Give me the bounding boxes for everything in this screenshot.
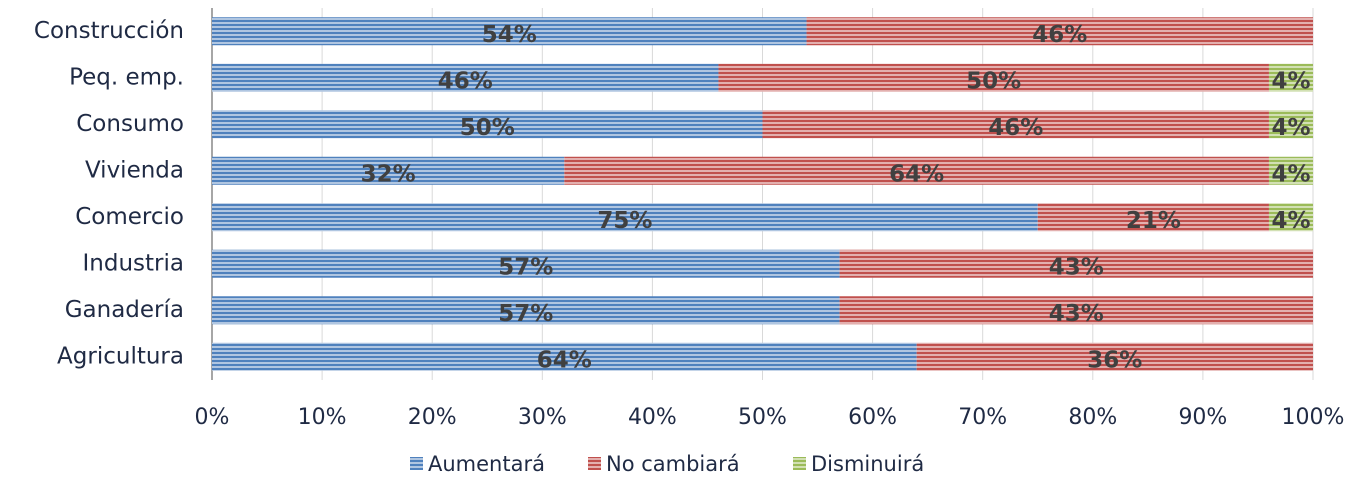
bar-segment xyxy=(564,156,1269,185)
x-tick-label: 70% xyxy=(958,405,1007,430)
category-label: Industria xyxy=(83,250,184,276)
data-label: 64% xyxy=(537,347,592,373)
bar-segment xyxy=(212,342,917,371)
legend-swatch xyxy=(410,457,423,470)
data-label: 32% xyxy=(361,161,416,187)
x-tick-label: 90% xyxy=(1178,405,1227,430)
data-label: 4% xyxy=(1271,161,1310,187)
data-label: 57% xyxy=(498,301,553,327)
bar-segment xyxy=(1037,203,1269,232)
data-label: 36% xyxy=(1087,347,1142,373)
legend-label: Disminuirá xyxy=(811,452,924,476)
data-label: 21% xyxy=(1126,208,1181,234)
bar-segment xyxy=(212,156,565,185)
x-tick-label: 20% xyxy=(408,405,457,430)
bar-segment xyxy=(212,17,807,46)
data-label: 46% xyxy=(438,68,493,94)
category-label: Construcción xyxy=(34,18,184,44)
legend-label: No cambiará xyxy=(606,452,740,476)
data-label: 46% xyxy=(988,115,1043,141)
x-tick-label: 50% xyxy=(738,405,787,430)
x-tick-label: 80% xyxy=(1068,405,1117,430)
category-label: Consumo xyxy=(76,111,184,137)
bar-segment xyxy=(212,249,840,278)
x-tick-label: 40% xyxy=(628,405,677,430)
category-label: Agricultura xyxy=(57,343,184,369)
category-label: Comercio xyxy=(75,204,184,230)
data-label: 4% xyxy=(1271,115,1310,141)
data-label: 46% xyxy=(1032,22,1087,48)
legend-label: Aumentará xyxy=(428,452,545,476)
data-label: 75% xyxy=(597,208,652,234)
legend-swatch xyxy=(588,457,601,470)
category-label: Ganadería xyxy=(65,297,184,323)
bar-segment xyxy=(212,110,763,139)
x-tick-label: 100% xyxy=(1282,405,1345,430)
x-tick-label: 0% xyxy=(195,405,230,430)
bar-segment xyxy=(212,63,719,92)
bar-segment xyxy=(1268,63,1313,92)
bar-segment xyxy=(839,249,1313,278)
bar-segment xyxy=(212,203,1038,232)
category-label: Peq. emp. xyxy=(69,64,184,90)
bar-segment xyxy=(718,63,1269,92)
x-tick-label: 10% xyxy=(298,405,347,430)
bar-segment xyxy=(212,296,840,325)
data-label: 57% xyxy=(498,254,553,280)
bar-segment xyxy=(1268,156,1313,185)
data-label: 43% xyxy=(1049,301,1104,327)
bar-segment xyxy=(1268,203,1313,232)
data-label: 4% xyxy=(1271,68,1310,94)
bar-segment xyxy=(916,342,1313,371)
category-label: Vivienda xyxy=(85,157,184,183)
data-label: 4% xyxy=(1271,208,1310,234)
data-label: 54% xyxy=(482,22,537,48)
legend-swatch xyxy=(793,457,806,470)
x-tick-label: 30% xyxy=(518,405,567,430)
data-label: 64% xyxy=(889,161,944,187)
data-label: 43% xyxy=(1049,254,1104,280)
bar-segment xyxy=(762,110,1269,139)
bar-segment xyxy=(806,17,1313,46)
data-label: 50% xyxy=(966,68,1021,94)
x-tick-label: 60% xyxy=(848,405,897,430)
bar-segment xyxy=(1268,110,1313,139)
data-label: 50% xyxy=(460,115,515,141)
bar-segment xyxy=(839,296,1313,325)
